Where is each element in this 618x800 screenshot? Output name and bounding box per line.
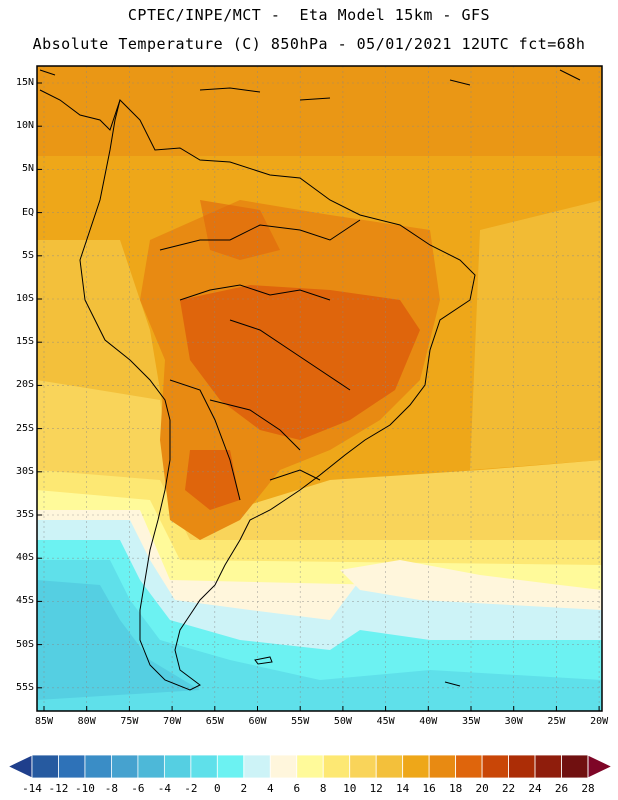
coastlines (39, 69, 581, 691)
colorbar-segment (243, 754, 271, 779)
south-georgia (444, 681, 461, 687)
colorbar-segment (269, 754, 298, 779)
title-line-1: CPTEC/INPE/MCT - Eta Model 15km - GFS (127, 6, 491, 24)
colorbar-label: -4 (157, 782, 171, 795)
colorbar-segment (58, 754, 86, 779)
colorbar-segment (428, 754, 457, 779)
falkland-islands (254, 656, 273, 665)
lon-label: 75W (120, 716, 139, 727)
lat-label: 40S (15, 552, 34, 564)
lat-label: 30S (15, 465, 34, 477)
title-line-2: Absolute Temperature (C) 850hPa - 05/01/… (32, 35, 586, 53)
colorbar-label: 6 (293, 782, 301, 795)
lon-label: 60W (248, 716, 267, 727)
colorbar-segment (296, 754, 324, 779)
lat-label: 35S (15, 509, 34, 520)
caribbean-islands (199, 69, 581, 101)
colorbar-label: 28 (581, 782, 595, 795)
colorbar-label: -2 (184, 782, 198, 795)
colorbar-segment (84, 754, 112, 779)
lon-label: 45W (376, 716, 395, 727)
colorbar-segment (163, 754, 192, 779)
lon-label: 20W (590, 716, 609, 727)
colorbar-segment (190, 754, 218, 779)
lat-label: 50S (15, 638, 34, 650)
colorbar-label: -8 (104, 782, 119, 795)
lon-label: 25W (547, 716, 566, 727)
colorbar-label: 0 (214, 782, 221, 795)
colorbar-label: 22 (501, 782, 516, 795)
colorbar-label: 18 (448, 782, 463, 795)
colorbar-label: -6 (131, 782, 145, 795)
colorbar-label: 16 (422, 782, 436, 795)
temperature-field (37, 66, 602, 711)
colorbar-label: 26 (554, 782, 569, 795)
axis-ticks (37, 82, 600, 711)
colorbar-segment (349, 754, 377, 779)
lon-label: 35W (461, 716, 481, 727)
colorbar-min-arrow (6, 754, 33, 779)
lat-label: 15N (15, 77, 34, 88)
colorbar-label: 8 (319, 782, 327, 795)
grid-lines (37, 66, 602, 711)
colorbar (6, 754, 614, 779)
lat-label: 10N (15, 120, 34, 132)
colorbar-label: -14 (22, 782, 42, 795)
lat-label: 10S (15, 293, 34, 304)
lon-label: 70W (163, 716, 182, 727)
lat-label: 15S (15, 336, 34, 348)
colorbar-segment (31, 754, 59, 779)
lat-label: EQ (21, 206, 34, 218)
colorbar-segment (534, 754, 562, 779)
lon-label: 55W (291, 716, 310, 727)
lon-label: 40W (419, 716, 438, 727)
colorbar-label: 14 (396, 782, 410, 795)
colorbar-label: 4 (266, 782, 274, 795)
lat-label: 45S (15, 595, 34, 607)
south-america-coastline (79, 99, 476, 691)
lon-label: 50W (333, 716, 352, 727)
lon-label: 80W (77, 716, 96, 727)
map-frame (36, 65, 603, 712)
lon-label: 30W (504, 716, 523, 727)
lat-label: 25S (15, 422, 34, 434)
colorbar-label: -10 (75, 782, 95, 795)
colorbar-segment (561, 754, 589, 779)
colorbar-segment (375, 754, 404, 779)
lat-label: 20S (15, 379, 34, 391)
lat-label: 55S (15, 681, 34, 693)
lon-label: 65W (205, 716, 224, 727)
colorbar-label: 2 (240, 782, 248, 795)
central-america (39, 69, 121, 131)
colorbar-segment (455, 754, 483, 779)
colorbar-label: 12 (369, 782, 383, 795)
colorbar-segment (481, 754, 509, 779)
colorbar-segment (322, 754, 351, 779)
lat-label: 5S (21, 249, 34, 261)
colorbar-segment (137, 754, 165, 779)
colorbar-segment (216, 754, 245, 779)
country-borders (159, 219, 361, 501)
colorbar-segment (402, 754, 430, 779)
lon-label: 85W (34, 716, 54, 727)
colorbar-label: -12 (48, 782, 69, 795)
colorbar-label: 10 (343, 782, 357, 795)
colorbar-label: 24 (528, 782, 542, 795)
colorbar-max-arrow (587, 754, 614, 779)
colorbar-segment (111, 754, 139, 779)
colorbar-segment (508, 754, 536, 779)
colorbar-label: 20 (475, 782, 489, 795)
lat-label: 5N (21, 163, 34, 175)
